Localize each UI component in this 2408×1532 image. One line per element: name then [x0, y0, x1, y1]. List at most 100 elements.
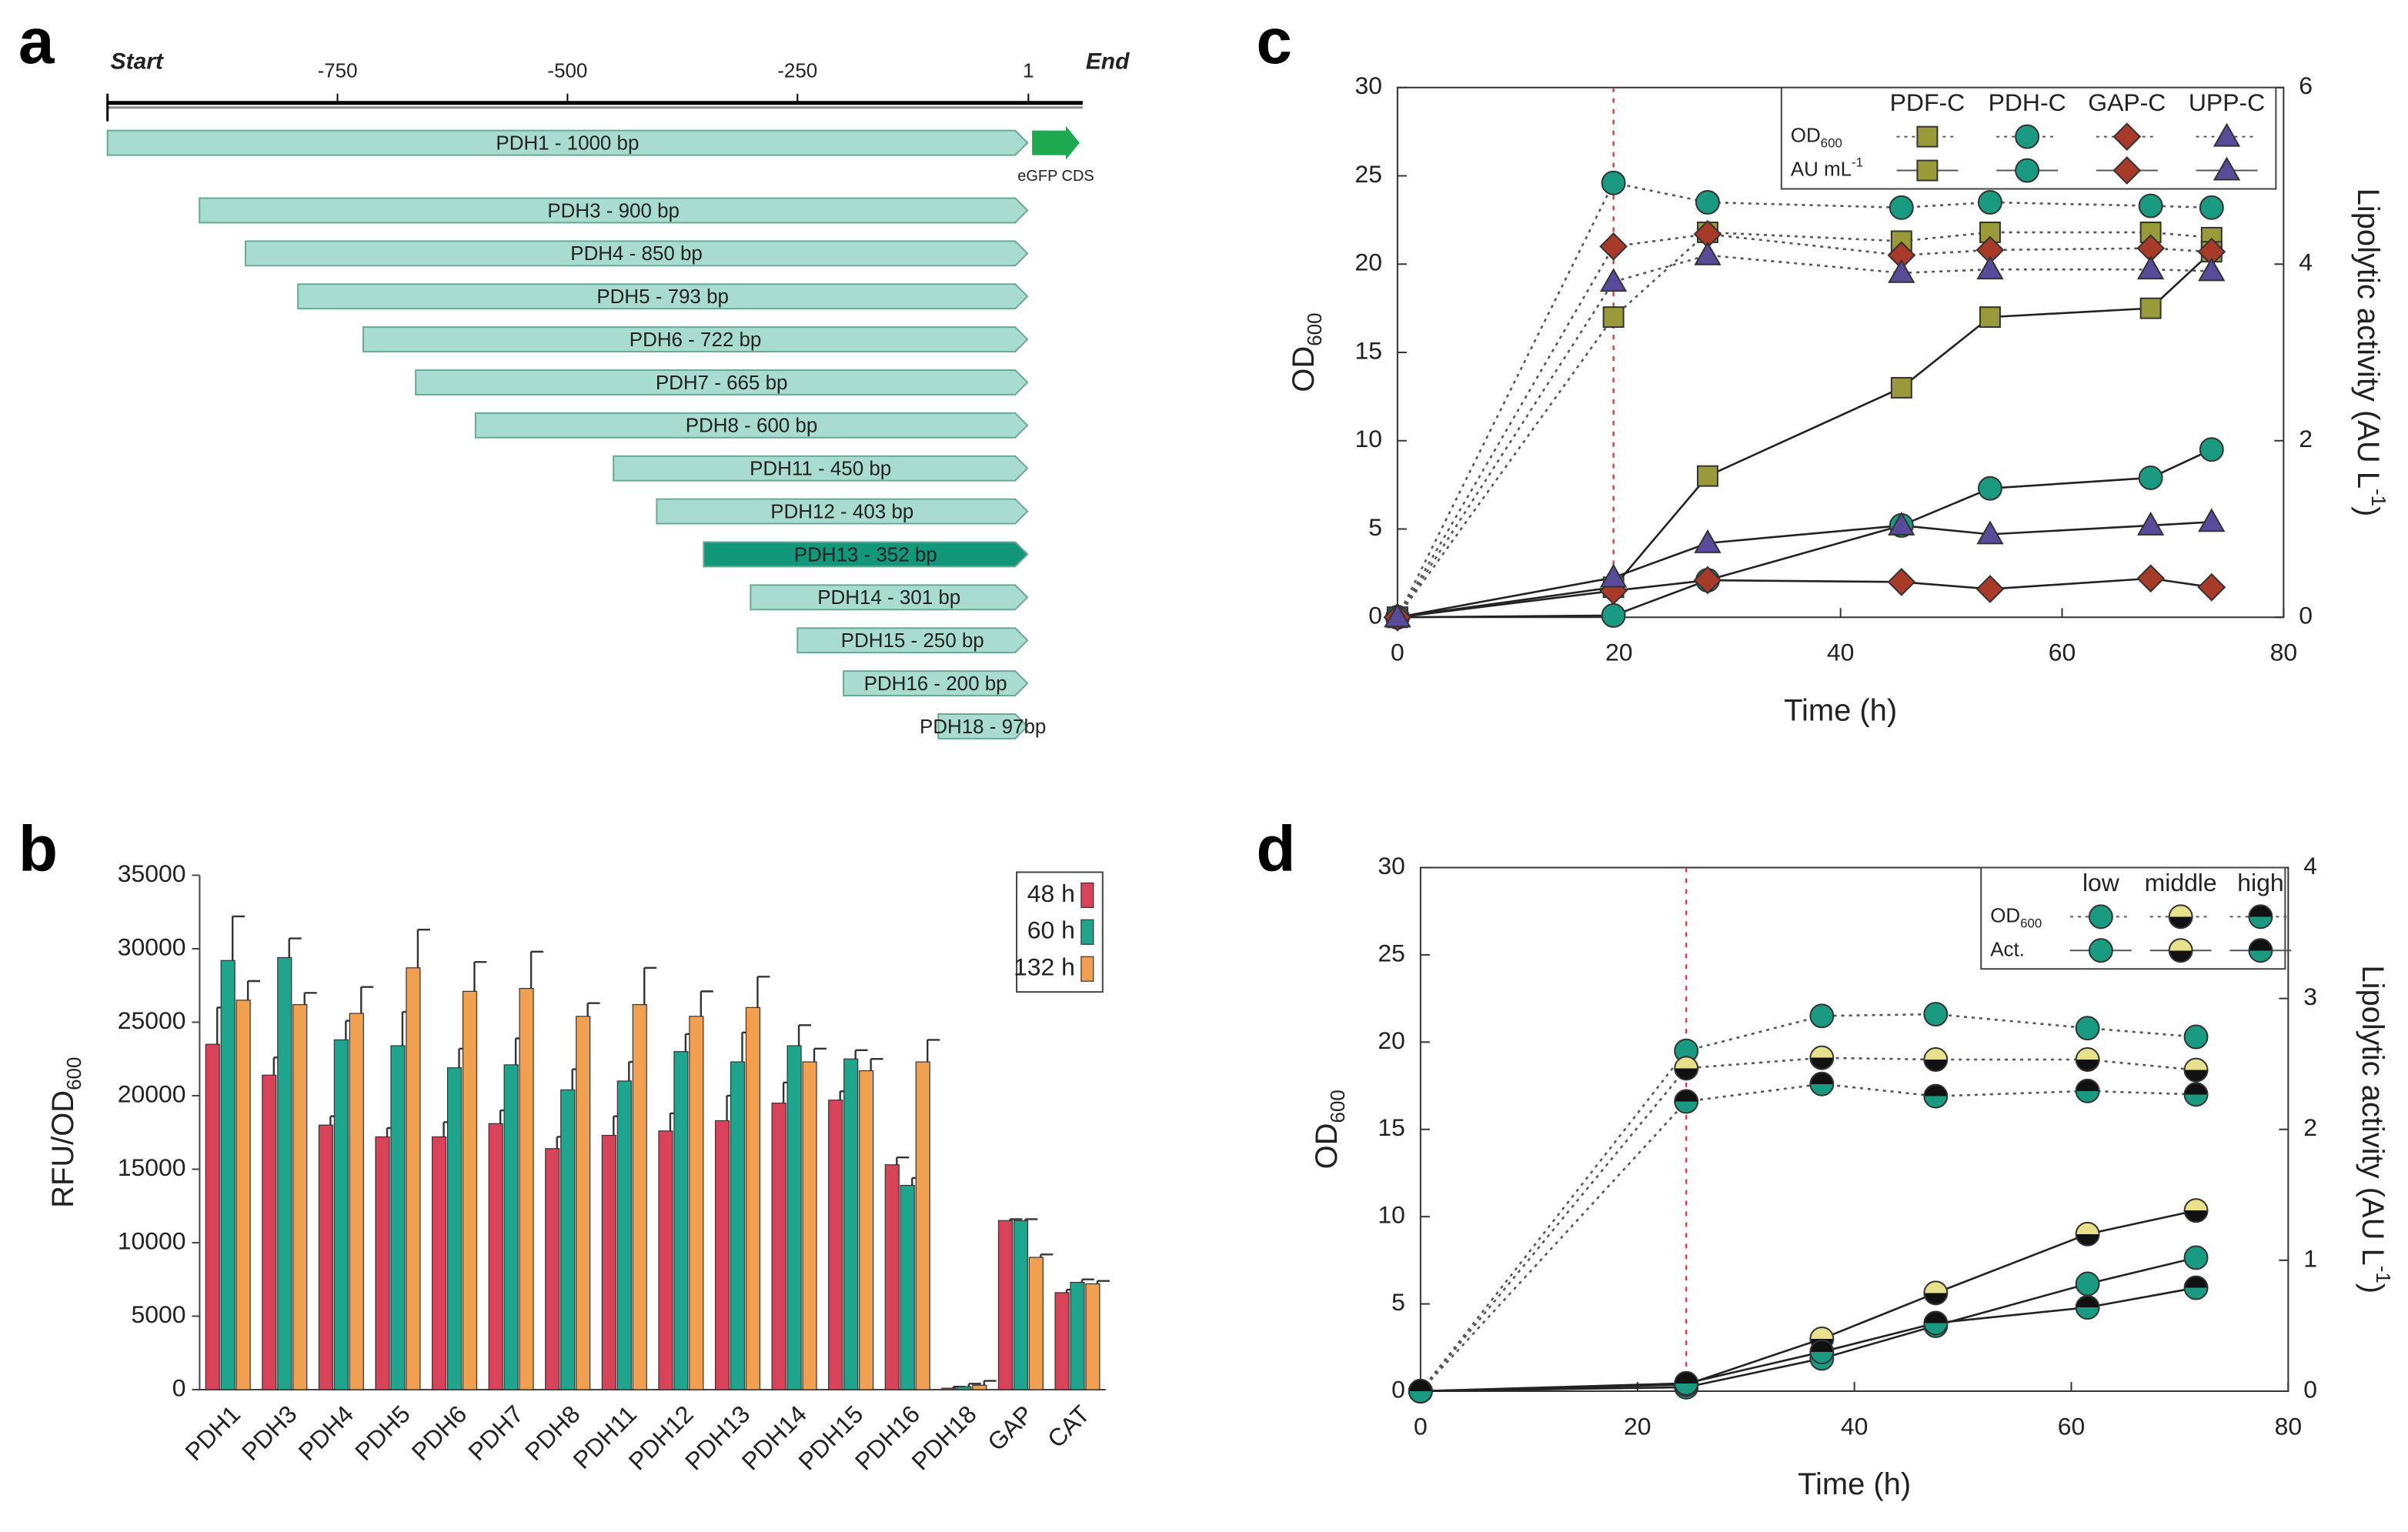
y2-tick-label: 1 [2303, 1244, 2317, 1272]
bar [714, 1120, 730, 1390]
od-point [1602, 306, 1625, 329]
od-point [2183, 1024, 2209, 1050]
activity-point [2197, 572, 2226, 602]
fragment [297, 283, 1029, 310]
fragment-label: PDH6 - 722 bp [630, 329, 762, 351]
od-point [2199, 195, 2224, 220]
activity-point [1888, 511, 1915, 536]
bar [503, 1064, 519, 1390]
fragment [656, 498, 1029, 525]
y-tick-label: 25 [1354, 160, 1382, 188]
od-point [2136, 255, 2165, 280]
bar [972, 1384, 987, 1390]
legend-row-label-part: Act. [1990, 939, 2025, 960]
error-bar [797, 1024, 812, 1046]
bar [1013, 1220, 1028, 1390]
bar [632, 1003, 647, 1390]
activity-point [2136, 564, 2166, 593]
fragment [245, 240, 1029, 267]
bar [432, 1136, 447, 1390]
y-axis-title: OD600 [1287, 312, 1326, 392]
od-point [1977, 189, 2002, 215]
activity-point [1923, 1310, 1949, 1336]
od-point [2075, 1016, 2100, 1041]
od-point [1976, 255, 2004, 280]
bar [1028, 1257, 1044, 1390]
y2-axis-title-part: ) [2352, 506, 2386, 516]
legend-label: 60 h [1027, 916, 1075, 944]
legend-label: 48 h [1027, 879, 1075, 907]
bar [787, 1045, 802, 1390]
y-axis-title-part: 600 [64, 1057, 85, 1090]
legend-label: high [2237, 869, 2283, 896]
legend-swatch [1080, 956, 1094, 982]
fragment-label: PDH4 - 850 bp [570, 243, 703, 265]
legend-marker [2015, 124, 2040, 149]
error-bar [854, 1049, 868, 1060]
y2-tick-label: 0 [2299, 602, 2313, 629]
y-tick-label: 30 [1378, 852, 1405, 879]
bar [859, 1070, 874, 1390]
od-point [1695, 189, 1720, 215]
bar [220, 960, 235, 1390]
y-tick-label: 5 [1368, 513, 1382, 541]
y-tick-label: 0 [1391, 1375, 1405, 1403]
activity-point [2183, 1245, 2209, 1270]
activity-point [1887, 567, 1916, 596]
fragment [415, 369, 1029, 396]
activity-point [1979, 306, 2001, 329]
error-bar [529, 950, 544, 989]
bar [545, 1148, 560, 1390]
od-point [1599, 268, 1628, 292]
od-point [2075, 1047, 2100, 1072]
error-bar [473, 960, 487, 992]
bar [1085, 1283, 1100, 1390]
legend-row-label-part: AU mL [1791, 159, 1852, 180]
fragment [474, 412, 1029, 439]
y2-axis-title: Lipolytic activity (AU L-1) [2356, 965, 2394, 1293]
y-tick-label: 15 [1354, 336, 1382, 364]
y-tick-label: 0 [1368, 602, 1382, 629]
legend-marker [2168, 938, 2193, 963]
x-tick-label: -500 [547, 61, 587, 82]
legend-label: low [2082, 869, 2120, 896]
fragment-label: PDH3 - 900 bp [547, 200, 680, 222]
fragment-label: PDH15 - 250 bp [841, 630, 984, 652]
od-point [1923, 1047, 1949, 1072]
y-tick-label: 10000 [118, 1227, 186, 1254]
bar [771, 1102, 787, 1390]
bar [318, 1124, 334, 1390]
legend-marker [2088, 904, 2113, 930]
error-bar [1080, 1278, 1094, 1283]
fragment-label: PDH18 - 97bp [920, 716, 1046, 738]
fragment [937, 713, 1029, 739]
start-label: Start [111, 49, 164, 75]
fragment-label: PDH14 - 301 bp [817, 587, 960, 609]
y-axis-title: RFU/OD600 [45, 1057, 85, 1208]
legend-row-label: OD600 [1990, 905, 2042, 930]
legend-swatch [1080, 919, 1094, 945]
error-bar [1024, 1218, 1038, 1221]
legend-marker [2168, 904, 2193, 930]
activity-point [1408, 1379, 1433, 1403]
y-tick-label: 20 [1378, 1026, 1405, 1054]
activity-point [2139, 297, 2162, 319]
error-bar [586, 1002, 600, 1016]
y-tick-label: 15000 [118, 1153, 186, 1181]
fragment [199, 197, 1029, 224]
panel-label: d [1256, 813, 1295, 885]
bar [333, 1039, 349, 1390]
legend-marker [2112, 122, 2142, 152]
y2-axis-title: Lipolytic activity (AU L-1) [2352, 189, 2390, 517]
error-bar [983, 1380, 997, 1386]
od-point [1923, 1083, 1949, 1109]
error-bar [1096, 1280, 1110, 1284]
legend-row-label: OD600 [1791, 125, 1842, 150]
error-bar [1040, 1253, 1054, 1258]
y-tick-label: 30 [1354, 72, 1382, 99]
activity-point [1976, 520, 2004, 545]
y-tick-label: 25 [1378, 939, 1405, 966]
bar [957, 1386, 972, 1390]
y2-axis-title-part: ) [2356, 1283, 2390, 1293]
